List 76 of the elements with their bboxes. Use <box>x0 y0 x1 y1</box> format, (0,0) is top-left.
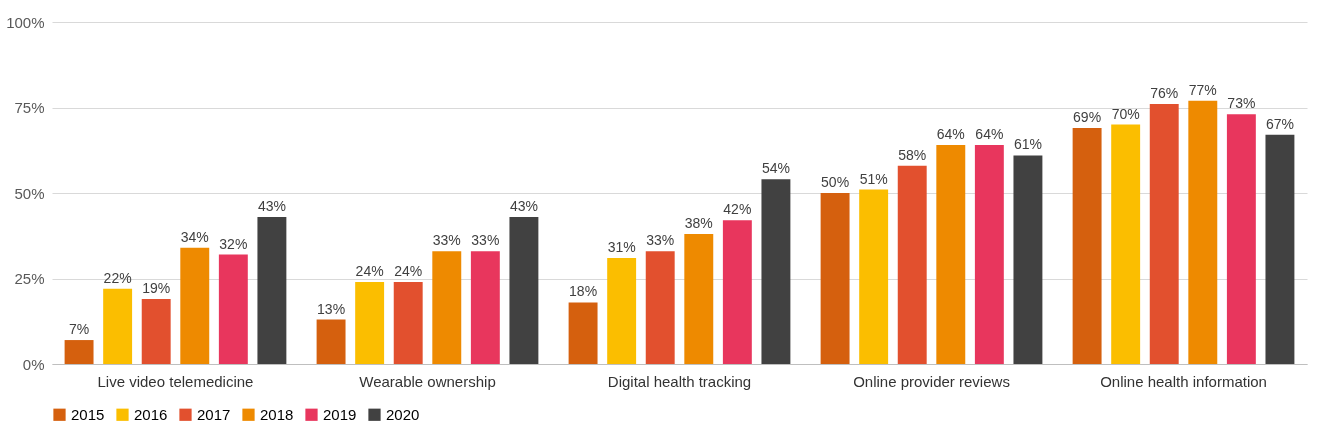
data-label: 34% <box>180 228 209 245</box>
bar <box>859 189 889 364</box>
y-tick-label: 50% <box>14 184 45 202</box>
data-label: 33% <box>471 232 500 249</box>
bar <box>393 281 423 364</box>
x-tick-label: Digital health tracking <box>607 372 752 390</box>
legend-label: 2017 <box>197 405 231 423</box>
data-label: 50% <box>821 174 850 190</box>
bar <box>1072 128 1102 364</box>
data-label: 76% <box>1150 85 1179 102</box>
bar <box>355 281 385 364</box>
data-label: 58% <box>898 146 927 163</box>
data-label: 42% <box>723 201 752 218</box>
bar <box>1188 100 1218 364</box>
bar <box>974 145 1004 364</box>
x-tick-label: Online health information <box>1100 372 1267 390</box>
bar <box>218 254 248 364</box>
legend-label: 2018 <box>260 405 294 423</box>
x-tick-label: Live video telemedicine <box>97 372 254 390</box>
bar <box>897 165 927 364</box>
bar <box>568 302 598 364</box>
bar <box>257 216 287 364</box>
x-tick-label: Wearable ownership <box>359 372 496 390</box>
data-label: 22% <box>103 269 132 286</box>
data-label: 43% <box>509 197 538 214</box>
bar <box>1111 124 1141 364</box>
data-label: 33% <box>646 232 675 249</box>
bar <box>1149 104 1179 364</box>
y-tick-label: 25% <box>14 270 45 287</box>
bar <box>1226 114 1256 364</box>
bar <box>64 340 94 364</box>
data-label: 61% <box>1013 136 1042 153</box>
bar <box>509 216 539 364</box>
legend-label: 2015 <box>71 405 105 423</box>
bar <box>470 251 500 364</box>
y-tick-label: 100% <box>6 13 45 31</box>
data-label: 67% <box>1265 115 1294 132</box>
data-label: 19% <box>142 280 171 297</box>
y-tick-label: 75% <box>14 99 45 116</box>
data-label: 54% <box>761 160 790 177</box>
bar <box>820 193 850 364</box>
data-label: 73% <box>1227 95 1256 112</box>
legend-label: 2019 <box>323 405 357 423</box>
bar <box>1013 155 1043 364</box>
data-label: 32% <box>219 235 248 252</box>
data-label: 33% <box>432 232 461 249</box>
data-label: 64% <box>975 126 1004 143</box>
data-label: 13% <box>317 300 346 317</box>
data-label: 43% <box>257 197 286 214</box>
data-label: 70% <box>1111 105 1140 122</box>
data-label: 69% <box>1073 109 1102 126</box>
bar <box>722 220 752 364</box>
data-label: 7% <box>68 321 90 338</box>
x-tick-label: Online provider reviews <box>853 372 1010 390</box>
legend-label: 2016 <box>134 405 168 423</box>
data-label: 24% <box>394 262 423 279</box>
bar <box>141 299 171 364</box>
bar <box>432 251 462 364</box>
bar <box>607 257 637 364</box>
bar <box>761 179 791 364</box>
data-label: 51% <box>859 170 888 187</box>
bar <box>684 234 714 364</box>
y-tick-label: 0% <box>22 355 45 373</box>
data-label: 18% <box>569 283 598 300</box>
bar <box>103 288 133 364</box>
bar <box>936 145 966 364</box>
data-label: 64% <box>936 126 965 143</box>
bar <box>180 247 210 364</box>
legend-label: 2020 <box>386 405 420 423</box>
data-label: 31% <box>607 238 636 255</box>
bar <box>1265 134 1295 364</box>
bar <box>645 251 675 364</box>
data-label: 24% <box>355 262 384 279</box>
data-label: 77% <box>1188 81 1217 98</box>
data-label: 38% <box>684 215 713 232</box>
bar <box>316 319 346 364</box>
